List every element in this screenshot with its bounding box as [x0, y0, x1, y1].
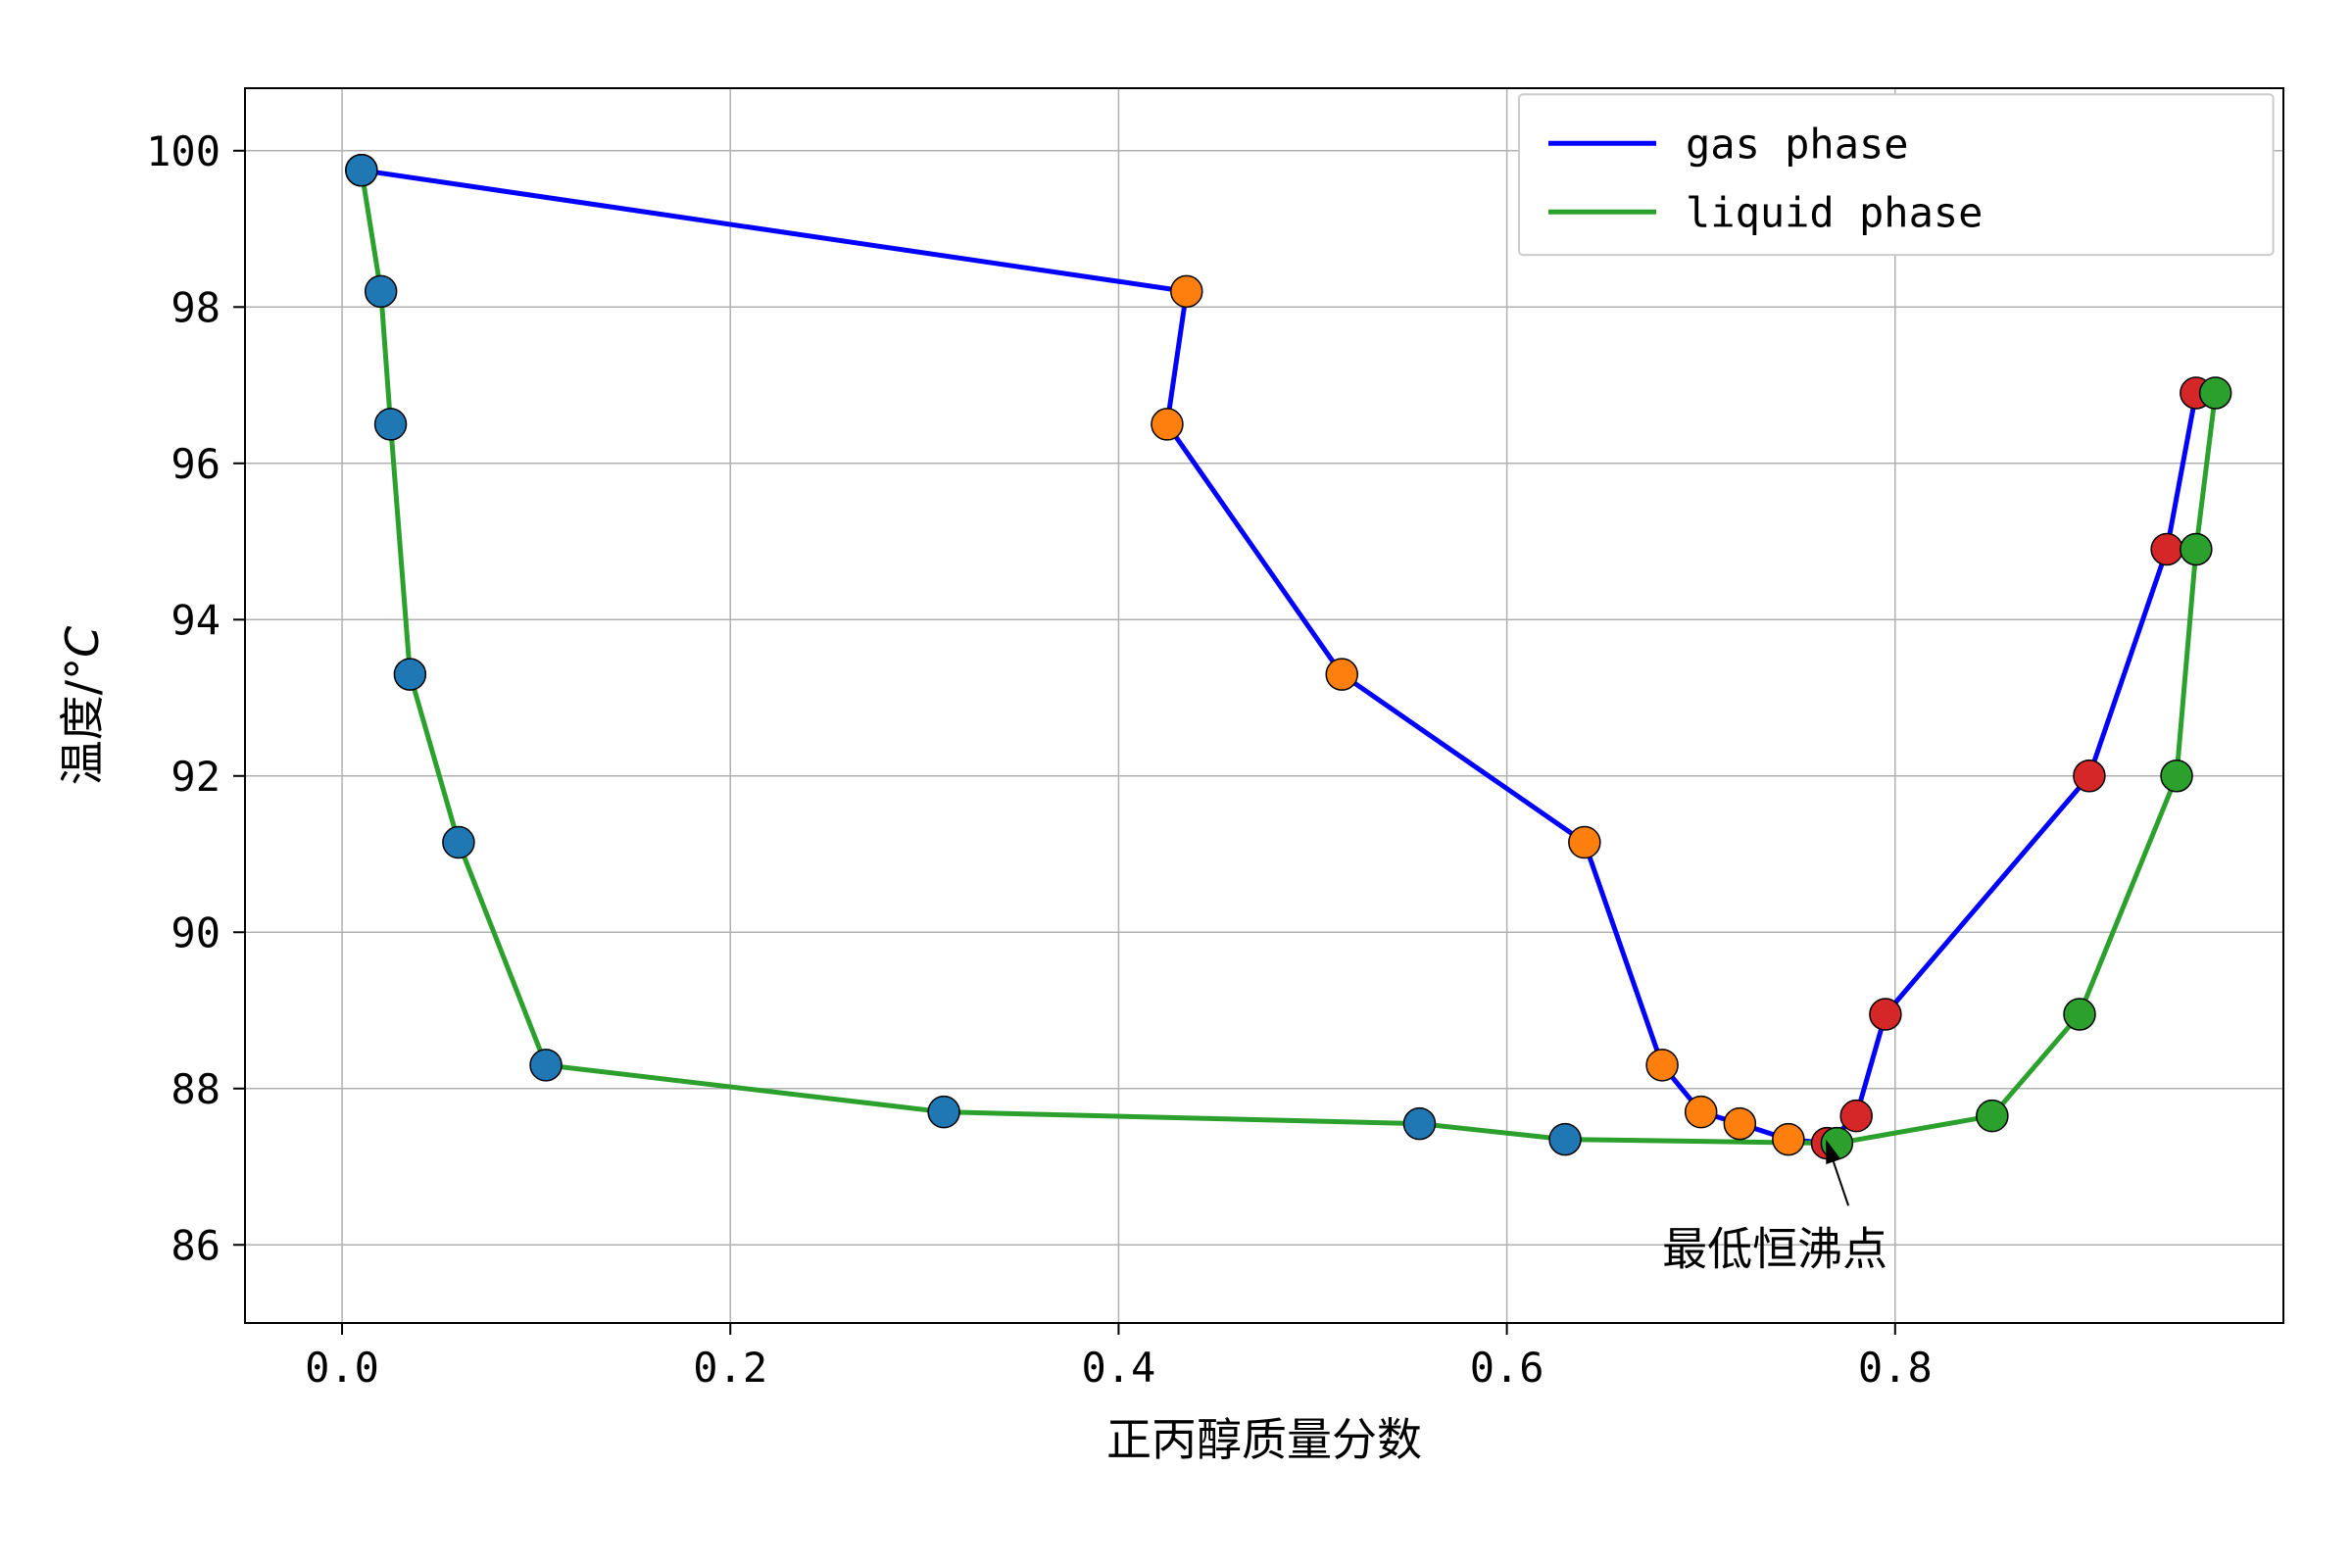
data-marker — [1686, 1097, 1717, 1128]
data-marker — [2180, 534, 2212, 565]
series-markers — [346, 155, 2231, 1159]
x-tick-label: 0.6 — [1470, 1344, 1544, 1392]
data-marker — [1403, 1108, 1435, 1140]
legend-item-label: gas phase — [1686, 120, 1909, 168]
y-tick-label: 90 — [171, 908, 220, 956]
y-tick-label: 86 — [171, 1221, 220, 1269]
data-marker — [1773, 1124, 1804, 1155]
data-marker — [1171, 275, 1202, 307]
series-line — [362, 171, 2196, 1144]
data-marker — [1152, 409, 1183, 440]
data-marker — [1724, 1108, 1755, 1140]
x-tick-label: 0.0 — [305, 1344, 379, 1392]
data-marker — [443, 827, 474, 858]
data-marker — [346, 155, 377, 186]
data-marker — [366, 275, 397, 307]
data-marker — [1549, 1124, 1581, 1155]
series-line — [362, 171, 2216, 1144]
plot-border — [245, 88, 2283, 1323]
x-axis-label: 正丙醇质量分数 — [1106, 1413, 1422, 1466]
x-tick-label: 0.4 — [1081, 1344, 1155, 1392]
data-marker — [2151, 534, 2182, 565]
legend: gas phase liquid phase — [1519, 94, 2274, 255]
series-lines — [362, 171, 2216, 1144]
data-marker — [1326, 659, 1357, 690]
data-marker — [2074, 760, 2105, 792]
data-marker — [1646, 1050, 1678, 1081]
data-marker — [1569, 827, 1600, 858]
y-axis-label: 温度/°C — [56, 626, 109, 786]
data-marker — [375, 409, 407, 440]
x-tick-label: 0.2 — [693, 1344, 767, 1392]
data-marker — [530, 1050, 562, 1081]
y-tick-label: 96 — [171, 440, 220, 488]
annotation-label: 最低恒沸点 — [1662, 1222, 1887, 1275]
data-marker — [1840, 1101, 1872, 1132]
data-marker — [928, 1097, 959, 1128]
data-marker — [394, 659, 425, 690]
data-marker — [2161, 760, 2192, 792]
y-ticks: 86 88 90 92 94 96 98 100 — [146, 127, 245, 1269]
phase-diagram-chart: 0.0 0.2 0.4 0.6 0.8 正丙醇质量分数 86 88 90 92 94 96 98 100 温… — [0, 0, 2352, 1568]
data-marker — [1821, 1128, 1852, 1159]
y-tick-label: 100 — [146, 127, 220, 175]
data-marker — [2200, 377, 2231, 409]
x-tick-label: 0.8 — [1858, 1344, 1933, 1392]
legend-item-label: liquid phase — [1686, 188, 1983, 236]
grid — [245, 88, 2283, 1323]
data-marker — [2064, 999, 2095, 1030]
y-tick-label: 98 — [171, 283, 220, 331]
y-tick-label: 88 — [171, 1065, 220, 1113]
data-marker — [1870, 999, 1901, 1030]
y-tick-label: 94 — [171, 596, 220, 644]
y-tick-label: 92 — [171, 753, 220, 801]
data-marker — [1977, 1101, 2008, 1132]
x-ticks: 0.0 0.2 0.4 0.6 0.8 — [305, 1323, 1933, 1392]
